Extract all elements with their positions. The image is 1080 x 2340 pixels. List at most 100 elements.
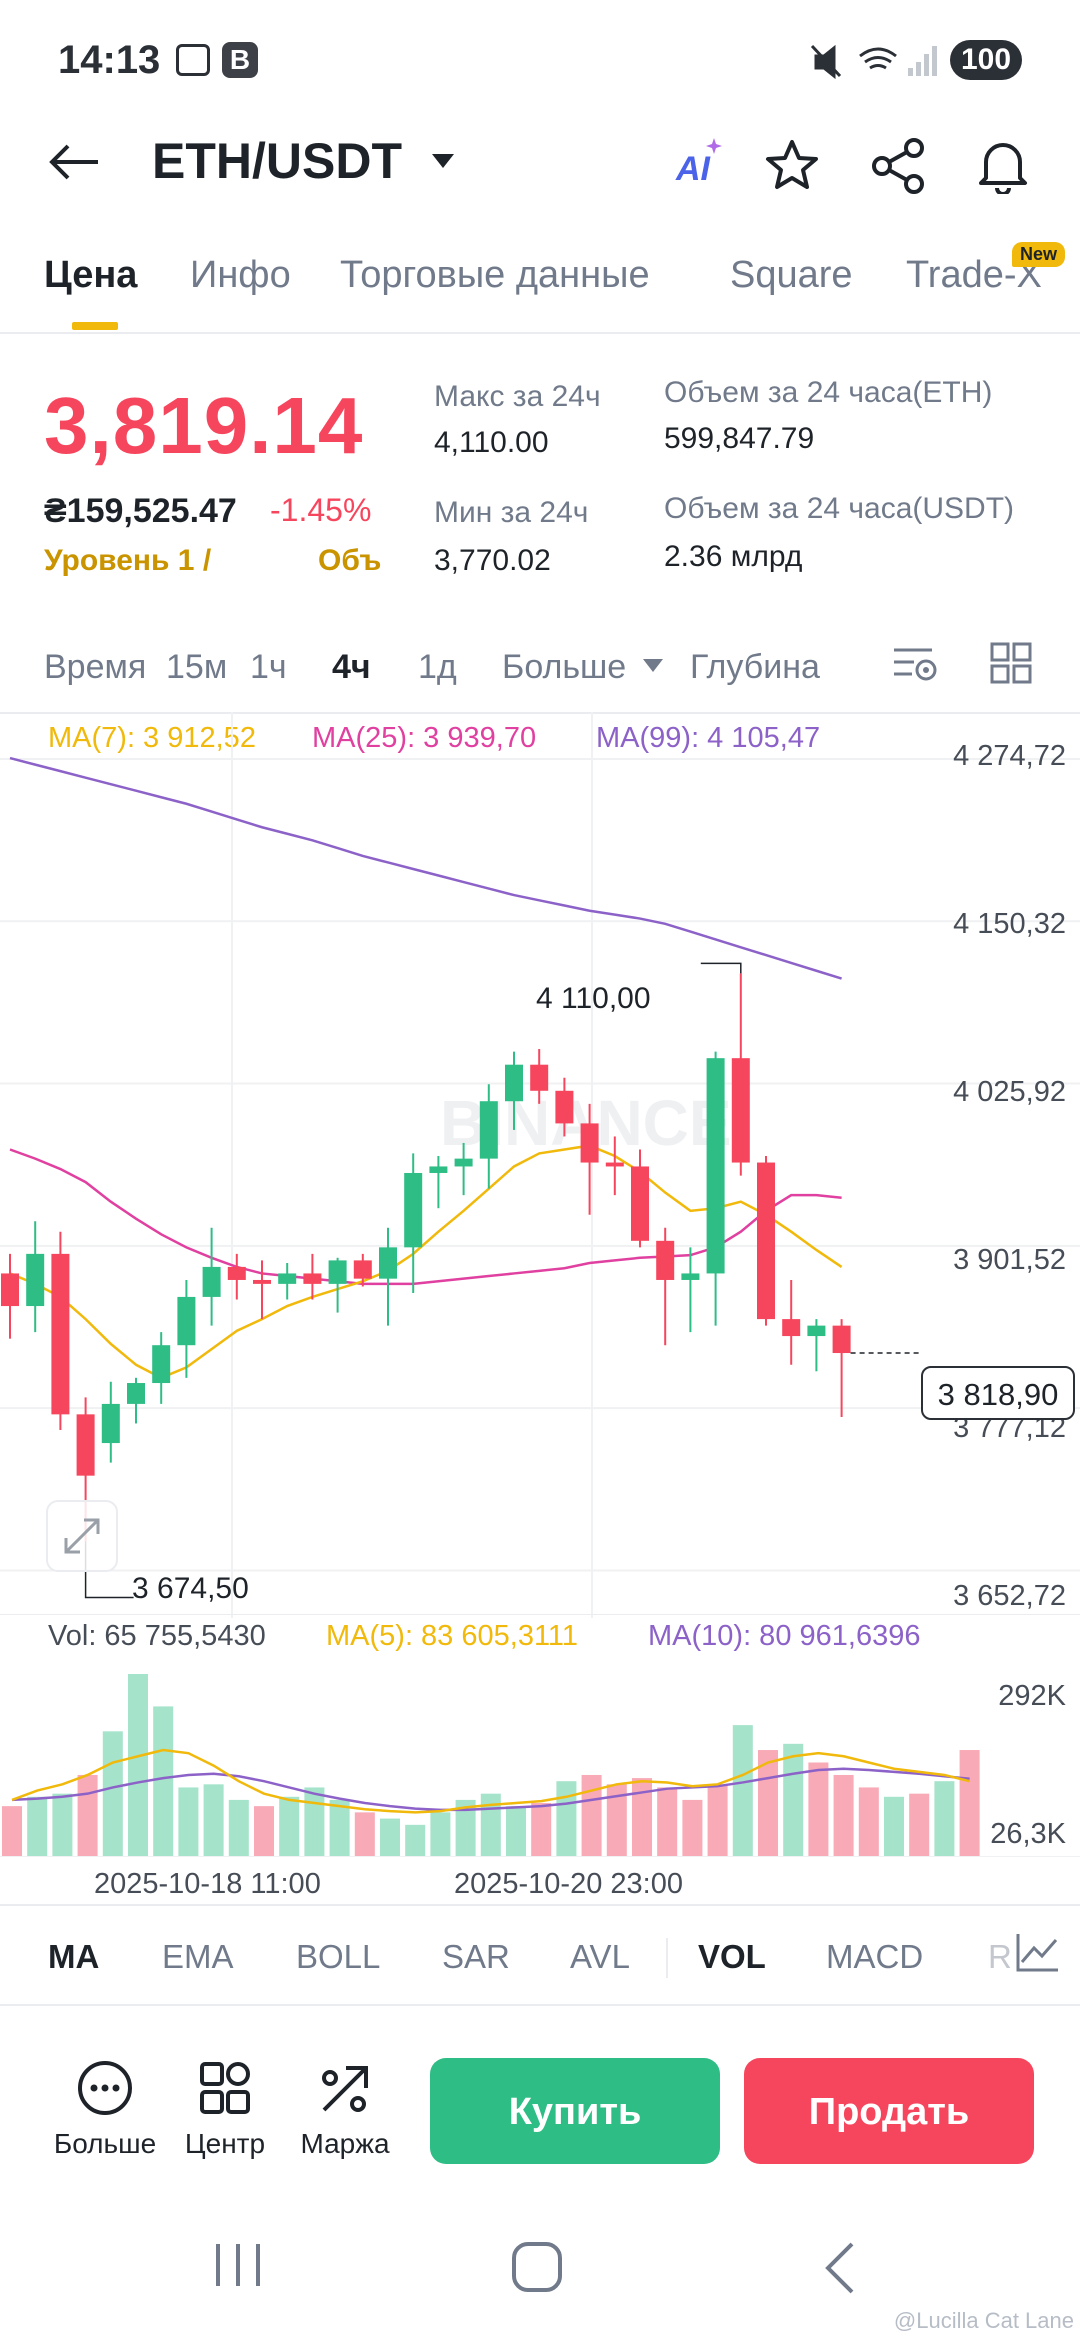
recent-apps-icon[interactable] xyxy=(210,2240,266,2290)
level-suffix[interactable]: Объ xyxy=(318,544,382,577)
fiat-price: ₴159,525.47 xyxy=(44,492,237,530)
level-label[interactable]: Уровень 1 / xyxy=(44,544,212,577)
candle-body xyxy=(706,1058,725,1274)
interval-depth[interactable]: Глубина xyxy=(690,648,820,686)
low-24h-label: Мин за 24ч xyxy=(434,496,589,529)
sell-button[interactable]: Продать xyxy=(744,2058,1034,2164)
interval-more[interactable]: Больше xyxy=(502,648,627,686)
volume-bar xyxy=(430,1812,451,1856)
indicator-vol[interactable]: VOL xyxy=(698,1938,766,1975)
y-tick-1: 4 274,72 xyxy=(953,740,1066,772)
back-arrow-icon[interactable] xyxy=(48,142,100,182)
more-action-label[interactable]: Больше xyxy=(53,2128,157,2159)
home-icon[interactable] xyxy=(510,2240,566,2296)
status-icons xyxy=(810,44,937,80)
tab-info[interactable]: Инфо xyxy=(190,254,291,296)
low-24h-value: 3,770.02 xyxy=(434,544,551,577)
high-24h-value: 4,110.00 xyxy=(434,426,549,459)
candle-body xyxy=(505,1064,523,1102)
ma99-legend: MA(99): 4 105,47 xyxy=(596,722,821,754)
interval-1h[interactable]: 1ч xyxy=(250,648,287,686)
vol-usdt-value: 2.36 млрд xyxy=(664,540,803,573)
center-action[interactable] xyxy=(160,2060,290,2123)
volume-bar xyxy=(77,1774,98,1856)
tab-price[interactable]: Цена xyxy=(44,254,138,296)
candle-body xyxy=(177,1296,196,1346)
expand-chart-button[interactable] xyxy=(46,1500,118,1572)
vol-divider xyxy=(0,1614,1080,1615)
indicator-macd[interactable]: MACD xyxy=(826,1938,924,1975)
bell-icon[interactable] xyxy=(976,136,1030,194)
ma7-line xyxy=(9,1144,843,1380)
candle-body xyxy=(454,1158,473,1167)
interval-time[interactable]: Время xyxy=(44,648,147,686)
center-action-label[interactable]: Центр xyxy=(184,2128,266,2159)
interval-4h[interactable]: 4ч xyxy=(332,648,371,686)
indicator-r[interactable]: R xyxy=(988,1938,1012,1975)
candle-body xyxy=(731,1058,750,1163)
high-24h-label: Макс за 24ч xyxy=(434,380,601,413)
grid-layout-icon[interactable] xyxy=(990,642,1032,684)
low-marker-label: 3 674,50 xyxy=(132,1572,249,1605)
volume-bar xyxy=(329,1799,350,1856)
volume-bar xyxy=(833,1774,854,1856)
volume-bar xyxy=(128,1674,148,1856)
volume-bar xyxy=(304,1787,325,1856)
share-icon[interactable] xyxy=(870,138,928,194)
watermark: @Lucilla Cat Lane xyxy=(893,2308,1074,2333)
vol-usdt-label: Объем за 24 часа(USDT) xyxy=(664,492,1015,525)
interval-1d[interactable]: 1д xyxy=(418,648,457,686)
candle-body xyxy=(832,1325,851,1354)
candlestick-chart[interactable]: BINANCE xyxy=(0,712,1080,1618)
volume-chart[interactable] xyxy=(0,1660,1080,1860)
indicator-ma[interactable]: MA xyxy=(48,1938,100,1975)
vol-ma10-legend: MA(10): 80 961,6396 xyxy=(648,1620,921,1652)
volume-bar xyxy=(783,1743,804,1856)
indicator-boll[interactable]: BOLL xyxy=(296,1938,381,1975)
volume-bar xyxy=(556,1781,577,1856)
vol-tick-low: 26,3K xyxy=(990,1818,1066,1850)
more-chevron-icon[interactable] xyxy=(642,658,664,674)
ai-label: AI xyxy=(676,150,710,188)
candle-body xyxy=(782,1319,801,1337)
indicator-ema[interactable]: EMA xyxy=(162,1938,234,1975)
volume-bar xyxy=(909,1793,930,1856)
candle-body xyxy=(580,1123,599,1163)
tab-trading-data[interactable]: Торговые данные xyxy=(340,254,650,296)
indicator-sar[interactable]: SAR xyxy=(442,1938,510,1975)
chevron-down-icon[interactable] xyxy=(430,152,456,172)
signal-icon xyxy=(908,46,937,76)
more-action[interactable] xyxy=(42,2060,172,2123)
candle-body xyxy=(631,1166,649,1241)
buy-button[interactable]: Купить xyxy=(430,2058,720,2164)
indicator-settings-icon[interactable] xyxy=(1012,1928,1064,1978)
candle-body xyxy=(328,1260,347,1284)
candle-body xyxy=(76,1414,95,1476)
chart-settings-icon[interactable] xyxy=(892,642,938,686)
back-nav-icon[interactable] xyxy=(820,2240,860,2296)
margin-action[interactable] xyxy=(280,2060,410,2123)
screenshot-icon xyxy=(176,44,210,76)
candle-body xyxy=(555,1090,574,1124)
candle-body xyxy=(353,1260,372,1279)
candle-body xyxy=(807,1325,826,1337)
interval-15m[interactable]: 15м xyxy=(166,648,228,686)
star-icon[interactable] xyxy=(764,138,820,192)
volume-bar xyxy=(732,1725,753,1856)
volume-bar xyxy=(959,1750,980,1856)
y-tick-4: 3 901,52 xyxy=(953,1244,1066,1276)
b-badge: B xyxy=(222,42,258,78)
pair-title[interactable]: ETH/USDT xyxy=(152,133,402,189)
margin-icon xyxy=(322,2066,368,2112)
ai-button[interactable]: AI xyxy=(676,150,710,189)
volume-bar xyxy=(531,1803,552,1856)
y-tick-2: 4 150,32 xyxy=(953,908,1066,940)
last-price: 3,819.14 xyxy=(44,381,364,470)
tab-square[interactable]: Square xyxy=(730,254,853,296)
indicator-avl[interactable]: AVL xyxy=(570,1938,630,1975)
volume-bar xyxy=(657,1787,678,1856)
candle-body xyxy=(127,1383,145,1404)
price-change: -1.45% xyxy=(270,492,372,528)
vol-eth-value: 599,847.79 xyxy=(664,422,815,455)
margin-action-label[interactable]: Маржа xyxy=(300,2128,390,2159)
